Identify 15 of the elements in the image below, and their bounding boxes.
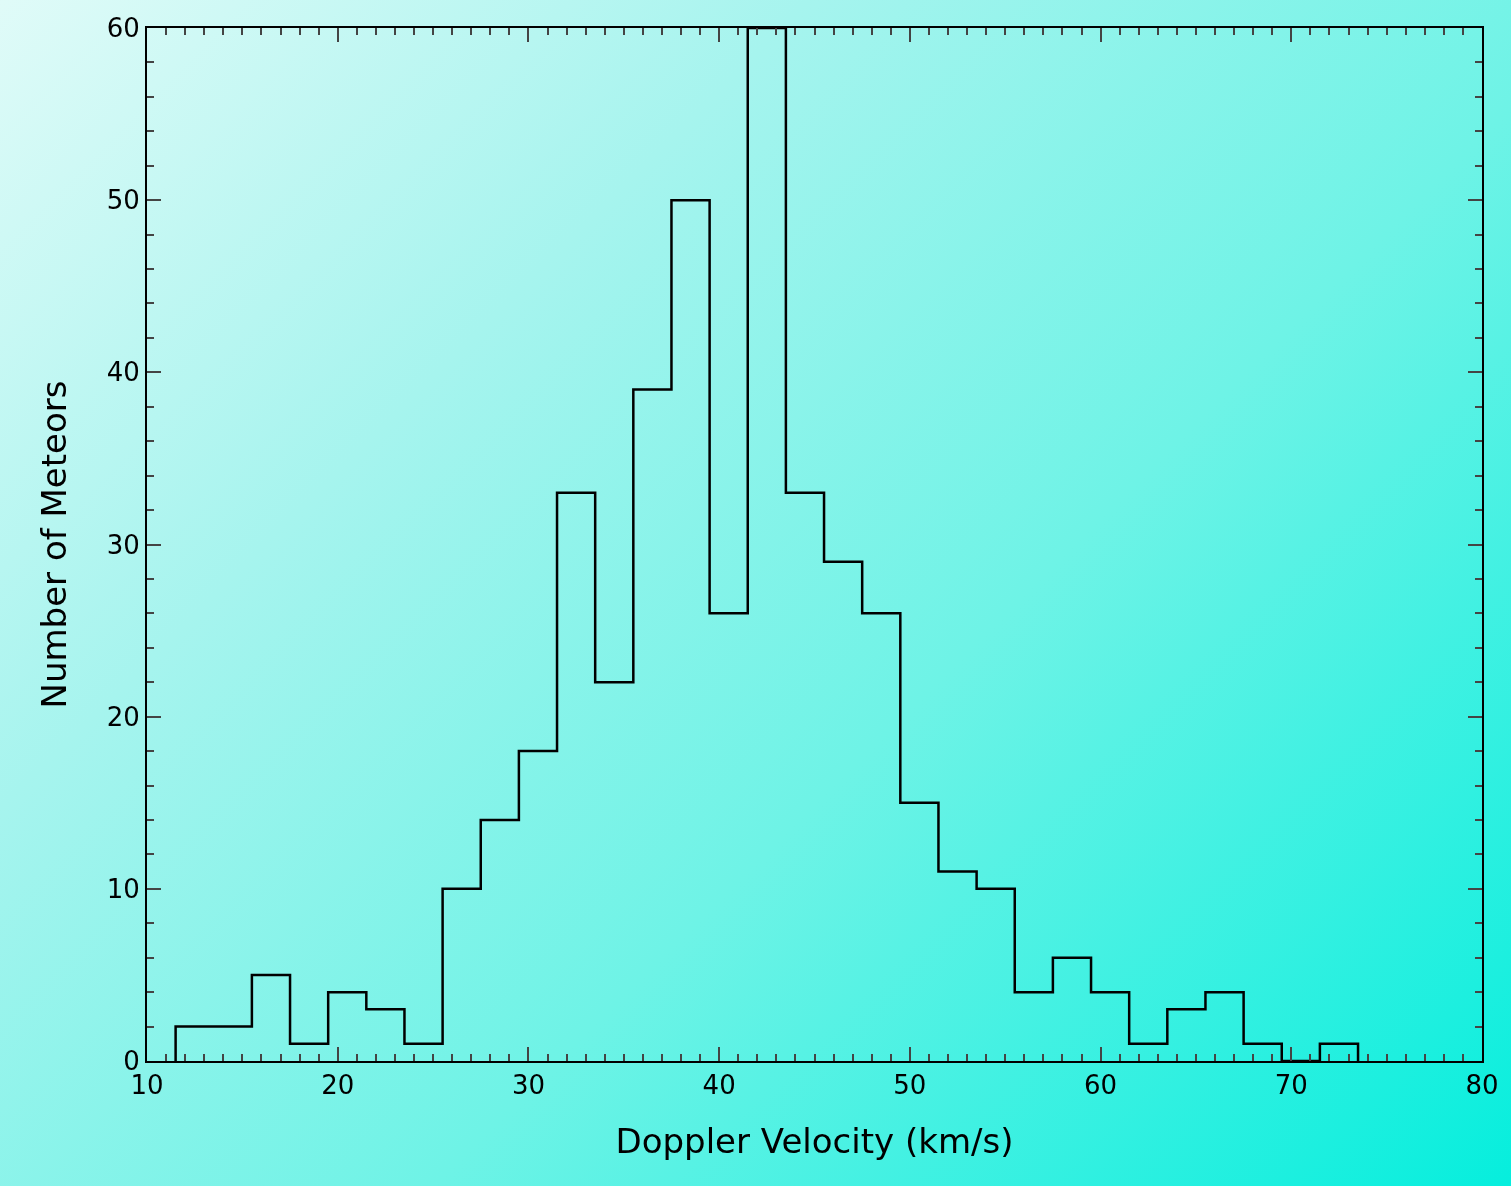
y-tick-label: 40	[106, 357, 140, 388]
y-tick-label: 20	[106, 701, 140, 732]
x-tick-label: 60	[1084, 1070, 1118, 1101]
y-tick-label: 10	[106, 873, 140, 904]
x-tick-label: 70	[1274, 1070, 1308, 1101]
x-tick-label: 30	[511, 1070, 545, 1101]
y-axis-title: Number of Meteors	[33, 380, 74, 709]
y-tick-label: 60	[106, 13, 140, 44]
y-tick-label: 30	[106, 529, 140, 560]
y-tick-label: 50	[106, 185, 140, 216]
x-tick-label: 80	[1465, 1070, 1499, 1101]
x-tick-label: 50	[893, 1070, 927, 1101]
x-tick-label: 40	[702, 1070, 736, 1101]
x-axis-title: Doppler Velocity (km/s)	[615, 1121, 1014, 1161]
x-tick-label: 20	[321, 1070, 355, 1101]
